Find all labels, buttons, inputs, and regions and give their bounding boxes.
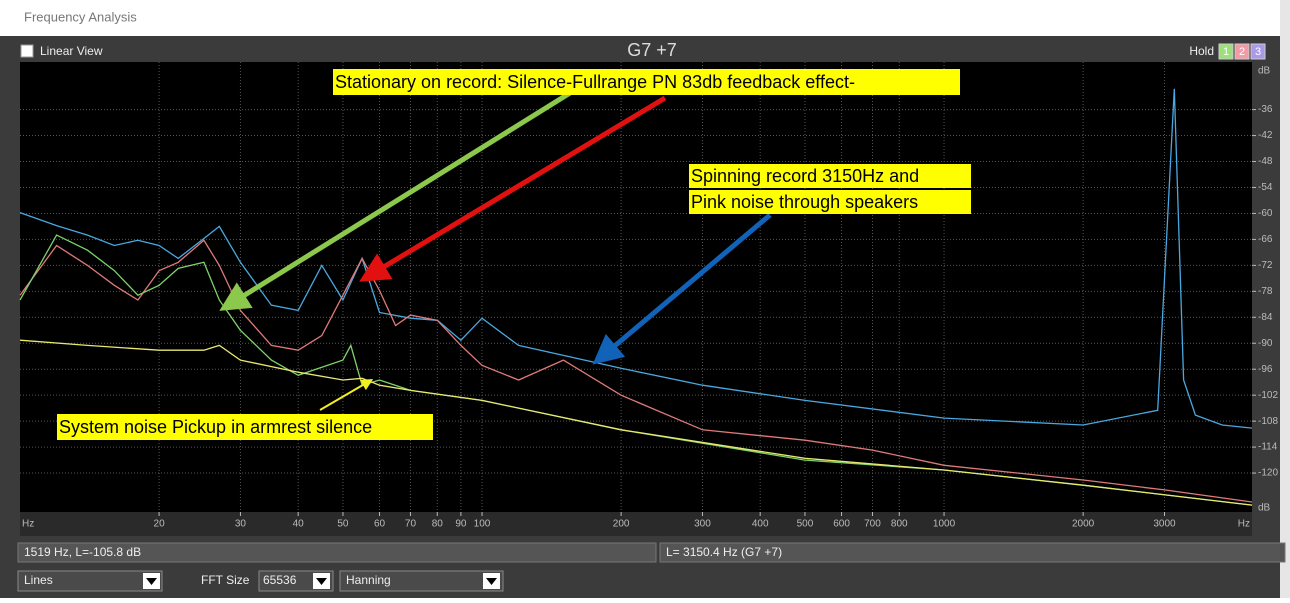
fft-label: FFT Size (201, 573, 250, 587)
x-axis-band (20, 512, 1252, 536)
x-tick-label: 20 (154, 519, 166, 530)
hold-label: Hold (1189, 44, 1214, 58)
annotation-bg (689, 164, 971, 188)
spectrum-line (19, 339, 1253, 506)
x-tick-label: 700 (864, 519, 881, 530)
spectrum-line (19, 239, 1253, 503)
x-tick-label: 300 (694, 519, 711, 530)
arrow (359, 95, 667, 282)
hold-button-label[interactable]: 2 (1239, 46, 1245, 58)
annotation-bg (57, 414, 433, 440)
x-unit: Hz (1238, 519, 1250, 530)
y-tick-label: -54 (1258, 182, 1273, 193)
note-label: G7 +7 (627, 40, 677, 60)
linear-view-checkbox[interactable] (20, 44, 34, 58)
plot-area (20, 62, 1252, 512)
y-tick-label: -96 (1258, 364, 1273, 375)
x-tick-label: 800 (891, 519, 908, 530)
select-box[interactable] (339, 570, 504, 592)
y-unit: dB (1258, 66, 1271, 77)
y-tick-label: -60 (1258, 208, 1273, 219)
linear-view-label[interactable]: Linear View (40, 44, 103, 58)
y-tick-label: -72 (1258, 260, 1273, 271)
y-tick-label: -36 (1258, 104, 1273, 115)
arrow (319, 378, 374, 411)
x-unit: Hz (22, 519, 34, 530)
y-unit: dB (1258, 503, 1271, 514)
x-tick-label: 3000 (1153, 519, 1176, 530)
x-tick-label: 80 (432, 519, 444, 530)
y-tick-label: -84 (1258, 312, 1273, 323)
annotation: Pink noise through speakers (691, 192, 918, 212)
x-tick-label: 70 (405, 519, 417, 530)
y-tick-label: -90 (1258, 338, 1273, 349)
scroll-edge (1280, 0, 1290, 598)
status-field (17, 542, 657, 563)
x-tick-label: 400 (752, 519, 769, 530)
y-tick-label: -42 (1258, 130, 1273, 141)
y-tick-label: -66 (1258, 234, 1273, 245)
x-tick-label: 40 (293, 519, 305, 530)
x-tick-label: 30 (235, 519, 247, 530)
hold-button[interactable] (1234, 43, 1250, 60)
x-tick-label: 90 (455, 519, 467, 530)
select-text[interactable]: Lines (24, 573, 53, 587)
hold-button[interactable] (1250, 43, 1266, 60)
x-tick-label: 50 (337, 519, 349, 530)
y-tick-label: -48 (1258, 156, 1273, 167)
arrow (592, 213, 772, 365)
y-tick-label: -78 (1258, 286, 1273, 297)
display-select[interactable]: Lines (17, 570, 163, 592)
annotation: Spinning record 3150Hz and (691, 166, 919, 186)
y-tick-label: -108 (1258, 416, 1278, 427)
select-text[interactable]: Hanning (346, 573, 391, 587)
select-box[interactable] (17, 570, 163, 592)
select-arrow (316, 578, 327, 585)
x-tick-label: 200 (613, 519, 630, 530)
x-tick-label: 600 (833, 519, 850, 530)
annotation-bg (333, 69, 960, 95)
window-select[interactable]: Hanning (339, 570, 504, 592)
annotation: System noise Pickup in armrest silence (59, 417, 372, 437)
fft-select[interactable]: 65536 (258, 570, 334, 592)
hold-button-label[interactable]: 3 (1255, 46, 1261, 58)
annotation-bg (689, 190, 971, 214)
x-tick-label: 60 (374, 519, 386, 530)
y-tick-label: -102 (1258, 390, 1278, 401)
hold-button[interactable] (1218, 43, 1234, 60)
spectrum-line (19, 88, 1253, 429)
x-tick-label: 500 (797, 519, 814, 530)
x-tick-label: 2000 (1072, 519, 1095, 530)
x-tick-label: 100 (474, 519, 491, 530)
select-text[interactable]: 65536 (263, 573, 297, 587)
hold-button-label[interactable]: 1 (1223, 46, 1229, 58)
annotation: Stationary on record: Silence-Fullrange … (335, 72, 855, 92)
status-field (659, 542, 1286, 563)
status-text: L= 3150.4 Hz (G7 +7) (666, 545, 782, 559)
arrow (219, 85, 580, 311)
status-text: 1519 Hz, L=-105.8 dB (24, 545, 141, 559)
y-tick-label: -120 (1258, 468, 1278, 479)
select-arrow (146, 578, 157, 585)
window-title: Frequency Analysis (24, 9, 137, 24)
x-tick-label: 1000 (933, 519, 956, 530)
select-arrow (486, 578, 497, 585)
y-tick-label: -114 (1258, 442, 1278, 453)
